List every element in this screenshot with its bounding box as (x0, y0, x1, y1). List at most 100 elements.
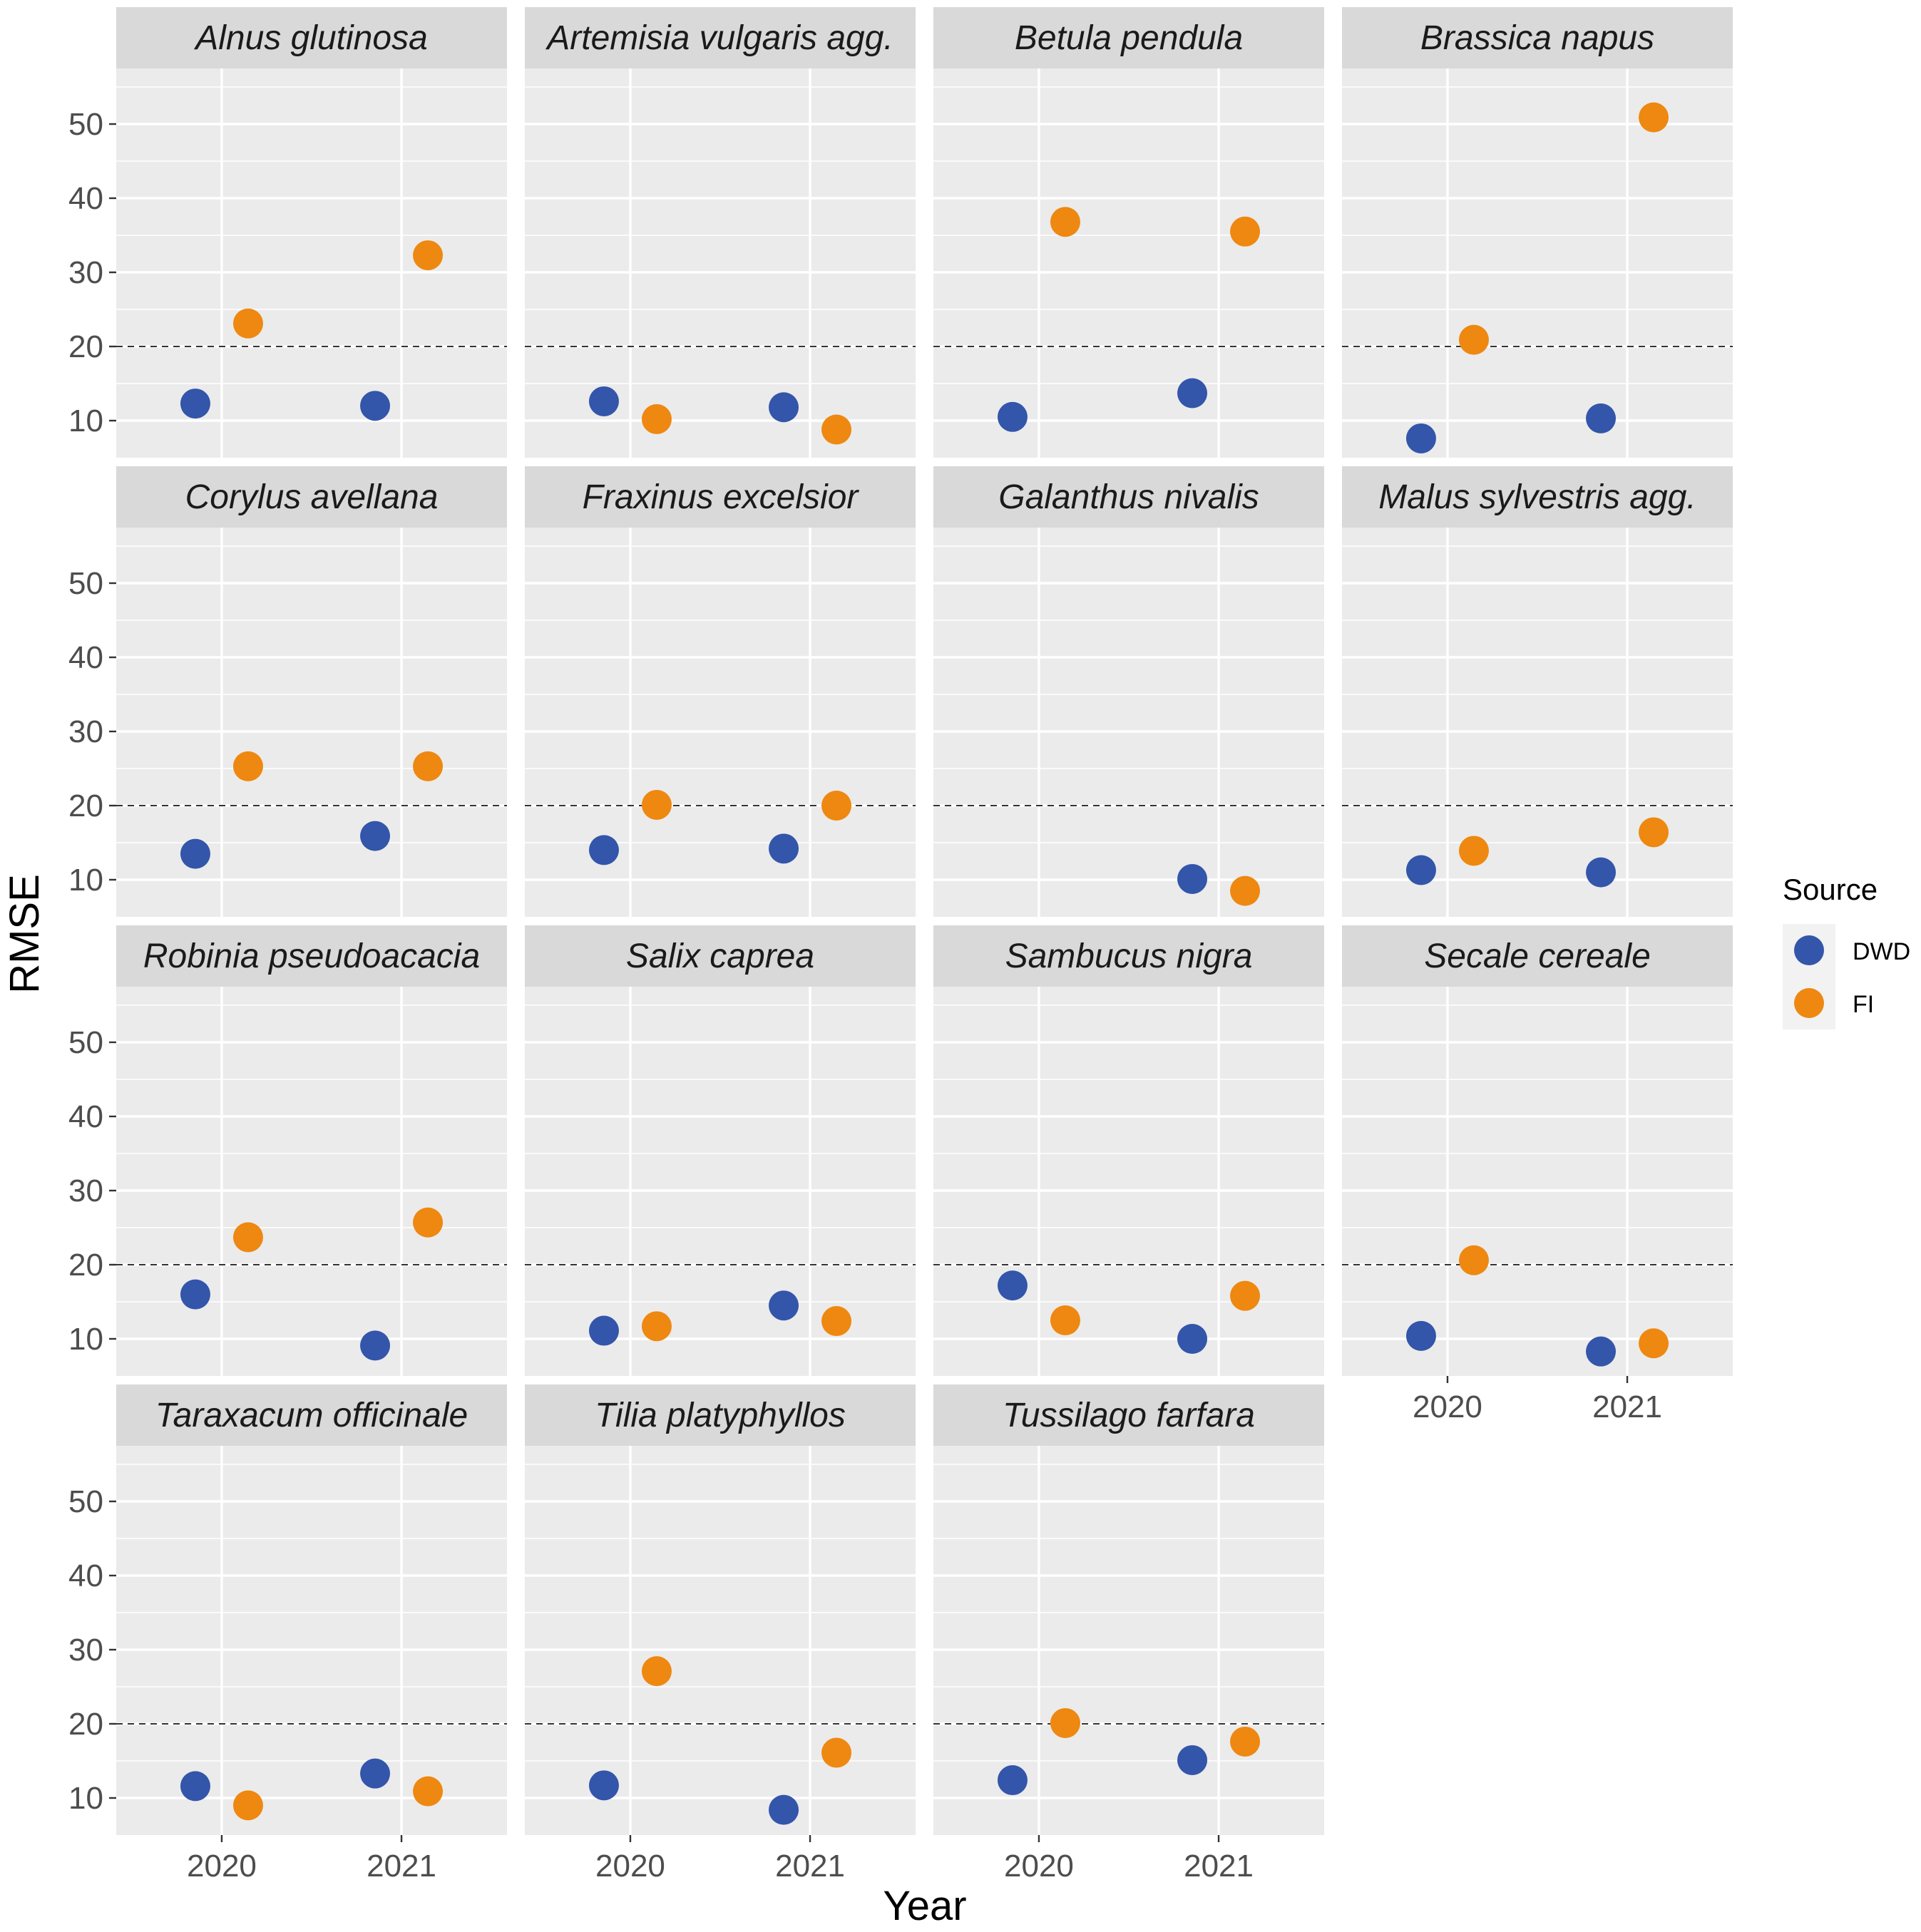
x-tick-label: 2020 (1004, 1849, 1074, 1884)
point-dwd (1405, 855, 1436, 885)
point-dwd (997, 1270, 1028, 1301)
x-tick-label: 2021 (367, 1849, 436, 1884)
facet-title: Fraxinus excelsior (583, 478, 860, 516)
facet-title: Artemisia vulgaris agg. (545, 19, 893, 57)
facet-strip (933, 7, 1324, 68)
point-fi (821, 414, 852, 445)
legend-key-fi (1794, 988, 1824, 1018)
point-dwd (1405, 1320, 1436, 1351)
point-dwd (1586, 403, 1617, 433)
point-fi (1458, 1245, 1489, 1275)
facet-strip (525, 466, 916, 528)
point-dwd (1586, 857, 1617, 888)
point-dwd (997, 401, 1028, 432)
point-dwd (180, 1279, 210, 1310)
facet-panel: Malus sylvestris agg. (1342, 466, 1733, 917)
legend: Source DWD FI (1783, 873, 1910, 1029)
y-tick-label: 20 (68, 1707, 103, 1742)
facet-title: Alnus glutinosa (193, 19, 428, 57)
facet-panel: Corylus avellana (116, 466, 507, 917)
y-tick-label: 40 (68, 181, 103, 216)
panel-background (933, 68, 1324, 458)
panel-background (525, 1446, 916, 1835)
x-tick-label: 2021 (1184, 1849, 1254, 1884)
point-dwd (1177, 378, 1208, 409)
y-tick-label: 30 (68, 255, 103, 290)
point-fi (821, 1737, 852, 1768)
facet-panel: Brassica napus (1342, 7, 1733, 458)
panel-background (116, 528, 507, 917)
x-tick-label: 2020 (1413, 1389, 1482, 1424)
facet-title: Tussilago farfara (1003, 1397, 1255, 1434)
point-fi (641, 404, 672, 434)
point-dwd (769, 1290, 799, 1321)
point-dwd (588, 835, 619, 865)
panel-background (1342, 528, 1733, 917)
y-tick-label: 30 (68, 1173, 103, 1208)
point-fi (232, 1790, 263, 1821)
panel-background (525, 528, 916, 917)
y-tick-label: 40 (68, 640, 103, 675)
y-tick-label: 10 (68, 1781, 103, 1816)
facet-strip (933, 1384, 1324, 1446)
point-dwd (769, 392, 799, 423)
panel-background (525, 987, 916, 1376)
facet-title: Sambucus nigra (1005, 937, 1253, 975)
facet-panel: Tussilago farfara (933, 1384, 1324, 1835)
point-fi (1639, 1328, 1669, 1359)
point-dwd (360, 1330, 391, 1361)
y-tick-label: 20 (68, 1248, 103, 1283)
y-tick-label: 50 (68, 566, 103, 601)
point-fi (641, 1311, 672, 1342)
y-tick-label: 50 (68, 1484, 103, 1519)
facet-panel: Robinia pseudoacacia (116, 925, 507, 1376)
point-fi (232, 751, 263, 781)
x-tick-label: 2020 (187, 1849, 257, 1884)
y-tick-label: 10 (68, 404, 103, 438)
point-dwd (180, 1771, 210, 1802)
facet-panel: Betula pendula (933, 7, 1324, 458)
y-tick-label: 40 (68, 1558, 103, 1593)
point-dwd (769, 833, 799, 864)
point-fi (413, 240, 444, 271)
point-dwd (588, 386, 619, 416)
facet-title: Tilia platyphyllos (595, 1397, 846, 1434)
point-fi (232, 1222, 263, 1253)
y-axis-title: RMSE (1, 874, 48, 994)
point-dwd (1177, 1324, 1208, 1354)
legend-label-dwd: DWD (1853, 938, 1910, 965)
x-tick-label: 2021 (775, 1849, 845, 1884)
point-dwd (769, 1794, 799, 1825)
facet-panel: Artemisia vulgaris agg. (525, 7, 916, 458)
panel-background (1342, 987, 1733, 1376)
facet-strip (1342, 7, 1733, 68)
panel-background (933, 987, 1324, 1376)
point-fi (1050, 207, 1080, 237)
point-dwd (1586, 1336, 1617, 1367)
point-fi (641, 789, 672, 820)
point-fi (641, 1656, 672, 1687)
panel-background (116, 68, 507, 458)
facet-title: Betula pendula (1015, 19, 1243, 57)
facet-title: Corylus avellana (185, 478, 439, 516)
y-tick-label: 30 (68, 714, 103, 749)
point-fi (1230, 216, 1261, 247)
facet-panel: Fraxinus excelsior (525, 466, 916, 917)
point-fi (1050, 1305, 1080, 1335)
point-dwd (180, 838, 210, 869)
point-dwd (360, 1758, 391, 1789)
facet-strip (933, 466, 1324, 528)
facet-strip (525, 7, 916, 68)
point-dwd (360, 821, 391, 851)
facet-panels: Alnus glutinosa Artemisia vulgaris agg. Be… (116, 7, 1733, 1835)
facet-strip (933, 925, 1324, 987)
facet-strip (116, 466, 507, 528)
y-tick-label: 40 (68, 1099, 103, 1134)
panel-background (1342, 68, 1733, 458)
y-tick-label: 50 (68, 107, 103, 142)
x-tick-label: 2021 (1592, 1389, 1662, 1424)
y-tick-label: 20 (68, 329, 103, 364)
point-fi (1639, 817, 1669, 848)
point-fi (821, 1306, 852, 1337)
